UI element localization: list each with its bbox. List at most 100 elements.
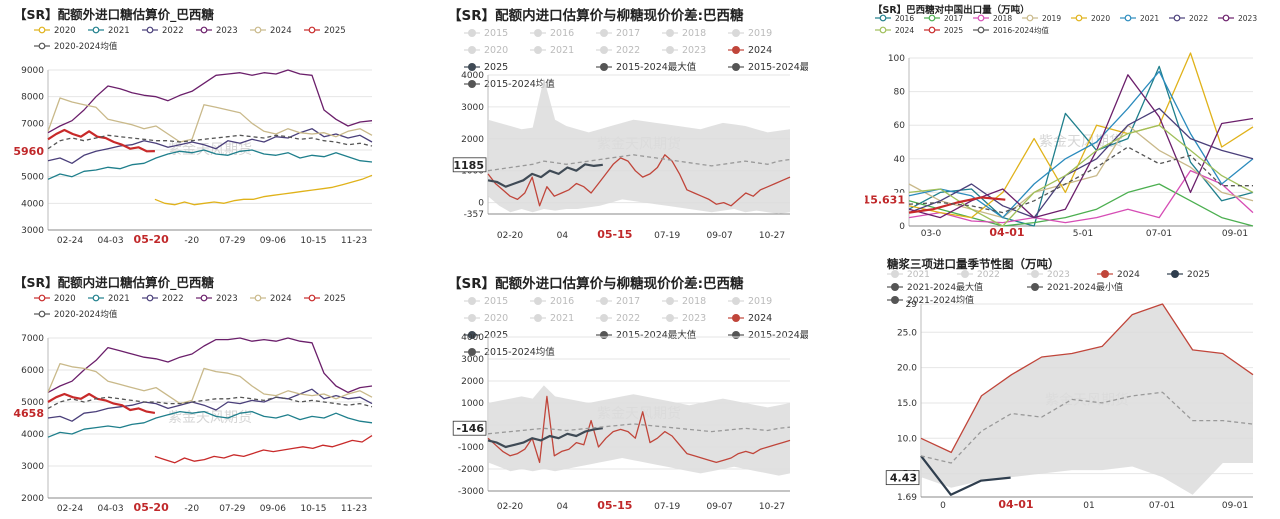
legend-item: 2024: [875, 26, 914, 35]
legend-label: 2021: [1140, 14, 1159, 23]
legend-label: 2025: [1187, 270, 1210, 280]
legend-label: 2021-2024均值: [907, 294, 974, 306]
legend-label: 2019: [748, 28, 772, 39]
legend-item: 2021: [530, 45, 574, 56]
x-tick-label: 05-15: [597, 499, 632, 512]
chart-panel-bottom-right: 糖浆三项进口量季节性图（万吨） 2021 2022 2023 2024 2025 2021…: [885, 252, 1263, 519]
legend-item: 2022: [142, 26, 184, 36]
legend-item: 2018: [662, 296, 706, 307]
legend-marker: [1031, 270, 1039, 278]
chart-title: 【SR】配额内进口估算价与柳糖现价价差:巴西糖: [448, 8, 744, 24]
x-tick-label: 07-29: [219, 236, 245, 246]
legend-label: 2017: [616, 296, 640, 307]
legend-marker: [534, 314, 542, 322]
range-band: [488, 385, 790, 476]
legend-marker: [468, 348, 476, 356]
legend-item: 2021-2024最小值: [1027, 281, 1123, 293]
legend-marker: [666, 29, 674, 37]
y-tick-label: 4000: [21, 430, 44, 440]
series-line: [908, 65, 1254, 227]
legend-marker: [1171, 270, 1179, 278]
y-tick-label: 1.69: [897, 493, 917, 503]
legend-label: 2020: [1091, 14, 1110, 23]
legend-item: 2023: [1027, 270, 1070, 280]
legend-label: 2017: [616, 28, 640, 39]
legend-marker: [1101, 270, 1109, 278]
y-tick-label: -357: [464, 210, 484, 220]
legend-marker: [666, 314, 674, 322]
series-line: [47, 134, 373, 150]
legend-marker: [534, 29, 542, 37]
y-tick-label: 2000: [461, 377, 484, 387]
chart-panel-bottom-left: 【SR】配额内进口糖估算价_巴西糖 2020 2021 2022 2023 2024 20…: [0, 268, 392, 519]
legend-marker: [732, 63, 740, 71]
y-tick-label: 10.0: [897, 434, 917, 444]
y-tick-label: 7000: [21, 334, 44, 344]
legend-label: 2015: [484, 296, 508, 307]
legend: 2015 2016 2017 2018 2019 2020 2021 2022 2023 2024…: [464, 296, 808, 358]
legend-item: 2021: [88, 294, 130, 304]
x-tick-label: 10-27: [759, 502, 785, 512]
legend-item: 2015-2024最小值: [728, 61, 808, 73]
x-tick-label: 10-15: [300, 236, 326, 246]
legend-marker: [1222, 14, 1230, 22]
legend-label: 2021-2024最小值: [1047, 281, 1123, 293]
y-tick-label: 40: [894, 155, 906, 165]
legend-item: 2021-2024均值: [887, 294, 974, 306]
chart-svg: 2015 2016 2017 2018 2019 2020 2021 2022 2023 2024…: [452, 28, 808, 241]
legend-marker: [92, 26, 100, 34]
legend-marker: [1173, 14, 1181, 22]
legend-label: 2022: [616, 45, 640, 56]
series-line: [47, 149, 373, 180]
x-tick-label: 04-03: [97, 236, 123, 246]
x-tick-label: 09-06: [260, 236, 286, 246]
series-line: [487, 163, 603, 188]
legend-item: 2025: [304, 294, 346, 304]
legend-label: 2022: [977, 270, 1000, 280]
series-line: [47, 388, 373, 422]
legend-item: 2020: [1071, 14, 1110, 23]
legend-marker: [468, 331, 476, 339]
legend-marker: [600, 331, 608, 339]
legend-item: 2024: [1097, 270, 1140, 280]
current-value-box: [13, 144, 46, 159]
legend-marker: [468, 297, 476, 305]
x-tick-label: 01: [1083, 501, 1094, 511]
series-line: [920, 391, 1254, 464]
legend-item: 2020: [464, 45, 508, 56]
x-tick-label: 04-01: [989, 226, 1024, 239]
legend-marker: [732, 331, 740, 339]
legend-marker: [1026, 14, 1034, 22]
x-tick-label: 11-23: [341, 504, 367, 514]
legend-label: 2021: [550, 45, 574, 56]
chart-title: 【SR】配额外进口糖估算价_巴西糖: [14, 7, 214, 22]
legend-label: 2015-2024最小值: [748, 329, 808, 341]
y-tick-label: 25.0: [897, 328, 917, 338]
y-tick-label: 4000: [21, 199, 44, 209]
series-line: [920, 455, 1011, 496]
legend-label: 2025: [324, 294, 346, 304]
y-tick-label: 6000: [21, 366, 44, 376]
legend-item: 2015-2024均值: [464, 346, 555, 358]
y-tick-label: 4000: [461, 333, 484, 343]
legend-item: 2020-2024均值: [34, 309, 118, 320]
y-tick-label: 60: [894, 121, 906, 131]
legend-item: 2021-2024最大值: [887, 281, 983, 293]
legend-label: 2015-2024均值: [484, 346, 555, 358]
legend-item: 2023: [662, 45, 706, 56]
legend-label: 2015-2024最大值: [616, 329, 697, 341]
legend-label: 2025: [944, 26, 963, 35]
series-line: [908, 74, 1254, 219]
x-tick-label: 09-07: [707, 502, 733, 512]
legend-item: 2023: [196, 294, 238, 304]
x-tick-label: 07-19: [654, 502, 680, 512]
x-tick-label: 02-24: [57, 504, 83, 514]
legend-item: 2020: [34, 26, 76, 36]
current-value-label: 4658: [13, 407, 44, 420]
legend-marker: [600, 46, 608, 54]
legend-label: 2018: [993, 14, 1012, 23]
chart-panel-top-right: 【SR】巴西糖对中国出口量（万吨） 2016 2017 2018 2019 2020 20…: [865, 0, 1263, 246]
legend-marker: [1124, 14, 1132, 22]
x-tick-label: -20: [184, 504, 199, 514]
legend-marker: [666, 297, 674, 305]
